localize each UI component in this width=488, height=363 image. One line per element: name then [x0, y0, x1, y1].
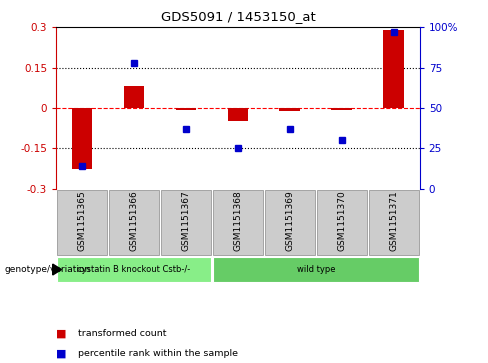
Bar — [227, 108, 248, 122]
Text: genotype/variation: genotype/variation — [5, 265, 91, 274]
Bar — [109, 190, 159, 254]
Bar — [176, 108, 196, 110]
Bar — [72, 108, 93, 168]
Bar — [384, 30, 404, 108]
Text: GSM1151366: GSM1151366 — [129, 191, 139, 251]
Bar — [369, 190, 419, 254]
Bar — [213, 257, 419, 282]
Text: cystatin B knockout Cstb-/-: cystatin B knockout Cstb-/- — [78, 265, 191, 274]
Bar — [57, 257, 211, 282]
Bar — [213, 190, 263, 254]
Text: GSM1151368: GSM1151368 — [233, 191, 243, 251]
Text: ■: ■ — [56, 349, 67, 359]
Text: GSM1151365: GSM1151365 — [78, 191, 86, 251]
Bar — [280, 108, 300, 111]
Text: ■: ■ — [56, 329, 67, 339]
Title: GDS5091 / 1453150_at: GDS5091 / 1453150_at — [161, 10, 315, 23]
Text: transformed count: transformed count — [78, 330, 166, 338]
Text: GSM1151370: GSM1151370 — [337, 191, 346, 251]
Bar — [161, 190, 211, 254]
Text: wild type: wild type — [297, 265, 335, 274]
Text: GSM1151369: GSM1151369 — [285, 191, 294, 251]
Bar — [265, 190, 315, 254]
Text: GSM1151371: GSM1151371 — [389, 191, 398, 251]
Bar — [317, 190, 366, 254]
Text: GSM1151367: GSM1151367 — [182, 191, 190, 251]
Text: percentile rank within the sample: percentile rank within the sample — [78, 350, 238, 358]
Bar — [57, 190, 107, 254]
Bar — [123, 86, 144, 108]
Bar — [331, 108, 352, 110]
